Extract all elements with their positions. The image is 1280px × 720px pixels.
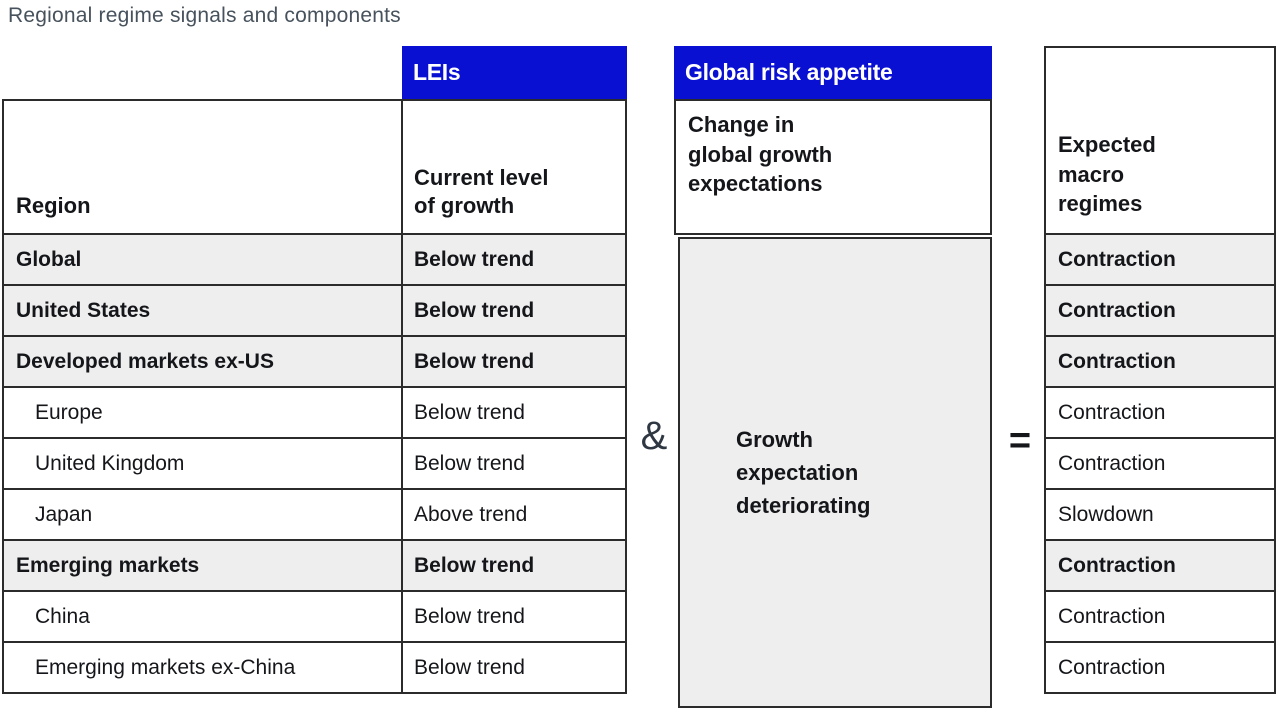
table-header-row: Region Current level of growth — [4, 101, 625, 233]
macro-regime-cell-united-states: Contraction — [1046, 284, 1274, 335]
global-risk-appetite-group-header: Global risk appetite — [674, 46, 992, 99]
growth-level-cell: Below trend — [414, 451, 525, 475]
table-row-emerging-markets-ex-china: Emerging markets ex-China Below trend — [4, 641, 625, 692]
growth-level-cell: Above trend — [414, 502, 528, 526]
table-row-developed-markets-ex-us: Developed markets ex-US Below trend — [4, 335, 625, 386]
table-row-united-states: United States Below trend — [4, 284, 625, 335]
growth-level-cell: Below trend — [414, 298, 535, 322]
macro-regime-cell-japan: Slowdown — [1046, 488, 1274, 539]
table-row-europe: Europe Below trend — [4, 386, 625, 437]
equals-operator: = — [1008, 420, 1032, 462]
table-row-global: Global Below trend — [4, 233, 625, 284]
region-cell: United States — [4, 286, 403, 335]
macro-regime-cell-europe: Contraction — [1046, 386, 1274, 437]
region-cell: Europe — [4, 388, 403, 437]
macro-regime-cell-china: Contraction — [1046, 590, 1274, 641]
growth-expectation-value: Growth expectation deteriorating — [736, 427, 871, 518]
growth-level-cell: Below trend — [414, 247, 535, 271]
region-cell: Emerging markets — [4, 541, 403, 590]
region-cell: Japan — [4, 490, 403, 539]
region-cell: China — [4, 592, 403, 641]
growth-level-cell: Below trend — [414, 553, 535, 577]
change-in-global-growth-expectations-header: Change in global growth expectations — [674, 99, 992, 235]
region-cell: United Kingdom — [4, 439, 403, 488]
table-row-china: China Below trend — [4, 590, 625, 641]
growth-level-cell: Below trend — [414, 655, 525, 679]
regional-signals-table: Region Current level of growth Global Be… — [2, 99, 627, 694]
expected-macro-regimes-table: Expected macro regimes Contraction Contr… — [1044, 46, 1276, 694]
growth-level-cell: Below trend — [414, 349, 535, 373]
region-cell: Emerging markets ex-China — [4, 643, 403, 692]
macro-regime-cell-emerging-markets-ex-china: Contraction — [1046, 641, 1274, 692]
table-row-japan: Japan Above trend — [4, 488, 625, 539]
figure-title: Regional regime signals and components — [8, 4, 401, 27]
macro-regime-cell-global: Contraction — [1046, 233, 1274, 284]
macro-regime-cell-united-kingdom: Contraction — [1046, 437, 1274, 488]
growth-level-cell: Below trend — [414, 400, 525, 424]
growth-level-cell: Below trend — [414, 604, 525, 628]
macro-regime-cell-developed-markets-ex-us: Contraction — [1046, 335, 1274, 386]
ampersand-operator: & — [640, 414, 668, 458]
table-row-emerging-markets: Emerging markets Below trend — [4, 539, 625, 590]
macro-regime-cell-emerging-markets: Contraction — [1046, 539, 1274, 590]
leis-group-header: LEIs — [402, 46, 627, 99]
region-cell: Global — [4, 235, 403, 284]
table-row-united-kingdom: United Kingdom Below trend — [4, 437, 625, 488]
region-column-header: Region — [4, 101, 403, 233]
region-cell: Developed markets ex-US — [4, 337, 403, 386]
global-risk-appetite-panel: Growth expectation deteriorating — [678, 237, 992, 708]
expected-macro-regimes-header: Expected macro regimes — [1058, 131, 1156, 217]
current-level-of-growth-column-header: Current level of growth — [414, 164, 549, 219]
